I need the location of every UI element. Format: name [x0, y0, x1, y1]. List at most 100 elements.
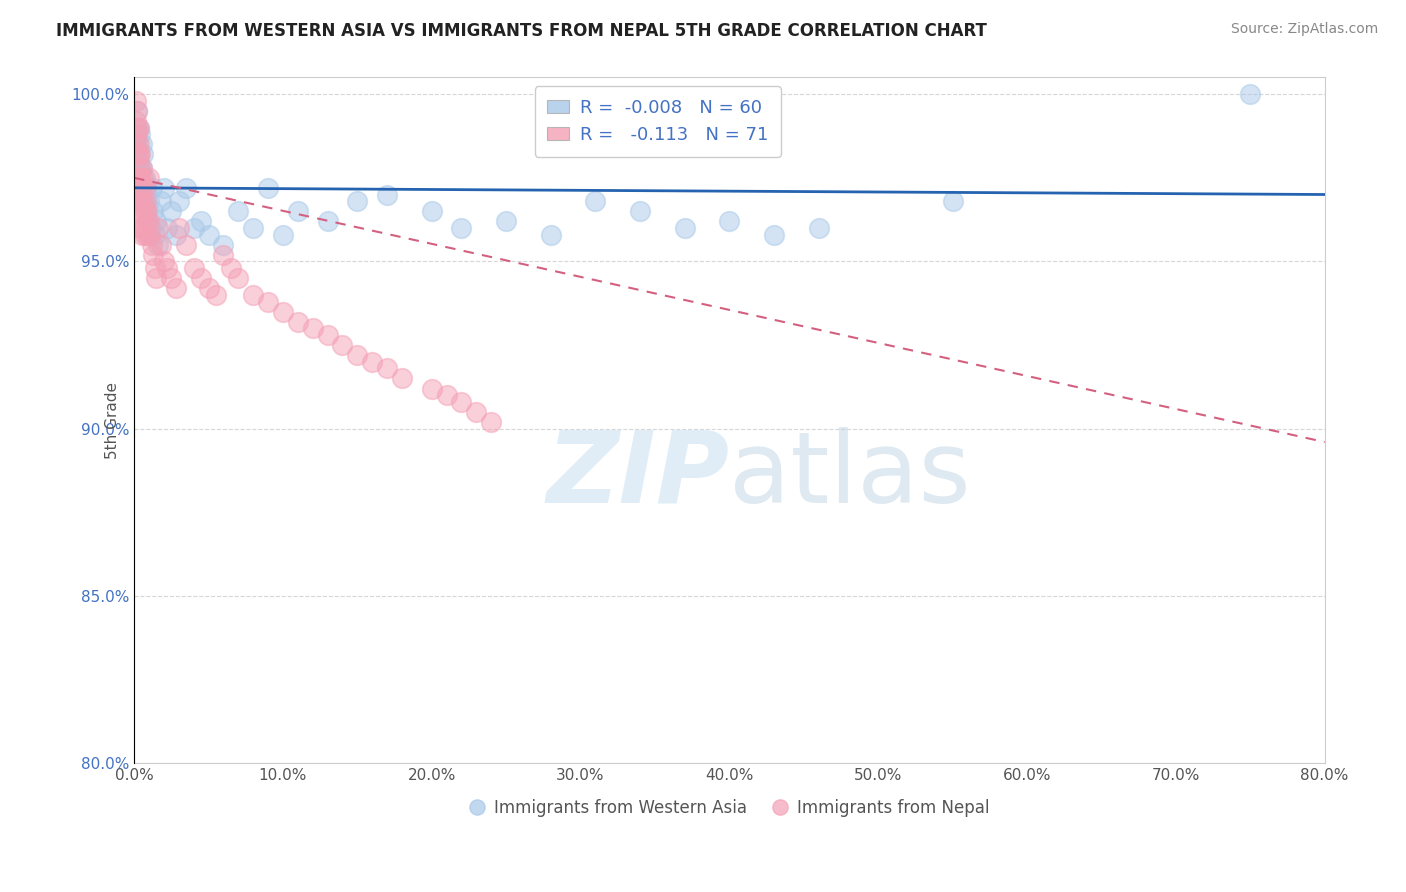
Point: [718, 214, 741, 228]
Point: [436, 388, 458, 402]
Point: [131, 227, 153, 242]
Point: [142, 204, 165, 219]
Point: [129, 194, 152, 209]
Point: [131, 187, 153, 202]
Point: [124, 154, 146, 169]
Point: [139, 227, 162, 242]
Point: [174, 181, 197, 195]
Point: [128, 181, 150, 195]
Point: [131, 161, 153, 175]
Point: [145, 214, 167, 228]
Point: [165, 227, 187, 242]
Point: [942, 194, 965, 209]
Point: [167, 194, 190, 209]
Point: [271, 304, 294, 318]
Point: [132, 147, 155, 161]
Point: [361, 355, 384, 369]
Point: [271, 227, 294, 242]
Point: [183, 261, 205, 276]
Point: [190, 214, 212, 228]
Point: [131, 204, 153, 219]
Point: [316, 214, 339, 228]
Point: [145, 271, 167, 285]
Point: [301, 321, 323, 335]
Point: [135, 204, 157, 219]
Point: [128, 120, 150, 135]
Text: Source: ZipAtlas.com: Source: ZipAtlas.com: [1230, 22, 1378, 37]
Point: [138, 194, 160, 209]
Point: [212, 248, 235, 262]
Y-axis label: 5th Grade: 5th Grade: [105, 382, 120, 458]
Point: [257, 294, 280, 309]
Point: [146, 221, 169, 235]
Point: [134, 181, 156, 195]
Point: [125, 170, 148, 185]
Point: [131, 161, 153, 175]
Point: [287, 204, 309, 219]
Point: [129, 170, 152, 185]
Point: [540, 227, 562, 242]
Point: [242, 288, 264, 302]
Point: [128, 147, 150, 161]
Point: [143, 261, 166, 276]
Point: [332, 338, 354, 352]
Point: [226, 204, 249, 219]
Point: [673, 221, 696, 235]
Point: [219, 261, 242, 276]
Point: [139, 221, 162, 235]
Point: [129, 161, 152, 175]
Point: [128, 137, 150, 152]
Point: [391, 371, 413, 385]
Point: [143, 227, 166, 242]
Point: [124, 120, 146, 135]
Point: [450, 221, 472, 235]
Point: [165, 281, 187, 295]
Point: [174, 237, 197, 252]
Point: [226, 271, 249, 285]
Point: [153, 181, 176, 195]
Point: [149, 194, 172, 209]
Point: [129, 221, 152, 235]
Point: [136, 214, 159, 228]
Point: [156, 261, 179, 276]
Point: [136, 227, 159, 242]
Point: [146, 237, 169, 252]
Point: [134, 194, 156, 209]
Point: [132, 221, 155, 235]
Point: [142, 248, 165, 262]
Text: IMMIGRANTS FROM WESTERN ASIA VS IMMIGRANTS FROM NEPAL 5TH GRADE CORRELATION CHAR: IMMIGRANTS FROM WESTERN ASIA VS IMMIGRAN…: [56, 22, 987, 40]
Point: [346, 194, 368, 209]
Point: [132, 194, 155, 209]
Point: [190, 271, 212, 285]
Point: [125, 103, 148, 118]
Point: [132, 181, 155, 195]
Point: [134, 227, 156, 242]
Point: [287, 315, 309, 329]
Point: [183, 221, 205, 235]
Point: [125, 103, 148, 118]
Point: [129, 170, 152, 185]
Point: [375, 187, 398, 202]
Point: [583, 194, 606, 209]
Point: [465, 405, 488, 419]
Point: [346, 348, 368, 362]
Point: [128, 214, 150, 228]
Point: [316, 328, 339, 343]
Point: [450, 395, 472, 409]
Point: [128, 154, 150, 169]
Point: [135, 194, 157, 209]
Point: [242, 221, 264, 235]
Point: [124, 114, 146, 128]
Point: [197, 227, 219, 242]
Point: [257, 181, 280, 195]
Point: [212, 237, 235, 252]
Point: [138, 170, 160, 185]
Point: [125, 147, 148, 161]
Point: [375, 361, 398, 376]
Point: [807, 221, 830, 235]
Point: [134, 170, 156, 185]
Point: [167, 221, 190, 235]
Point: [136, 204, 159, 219]
Point: [153, 254, 176, 268]
Point: [134, 204, 156, 219]
